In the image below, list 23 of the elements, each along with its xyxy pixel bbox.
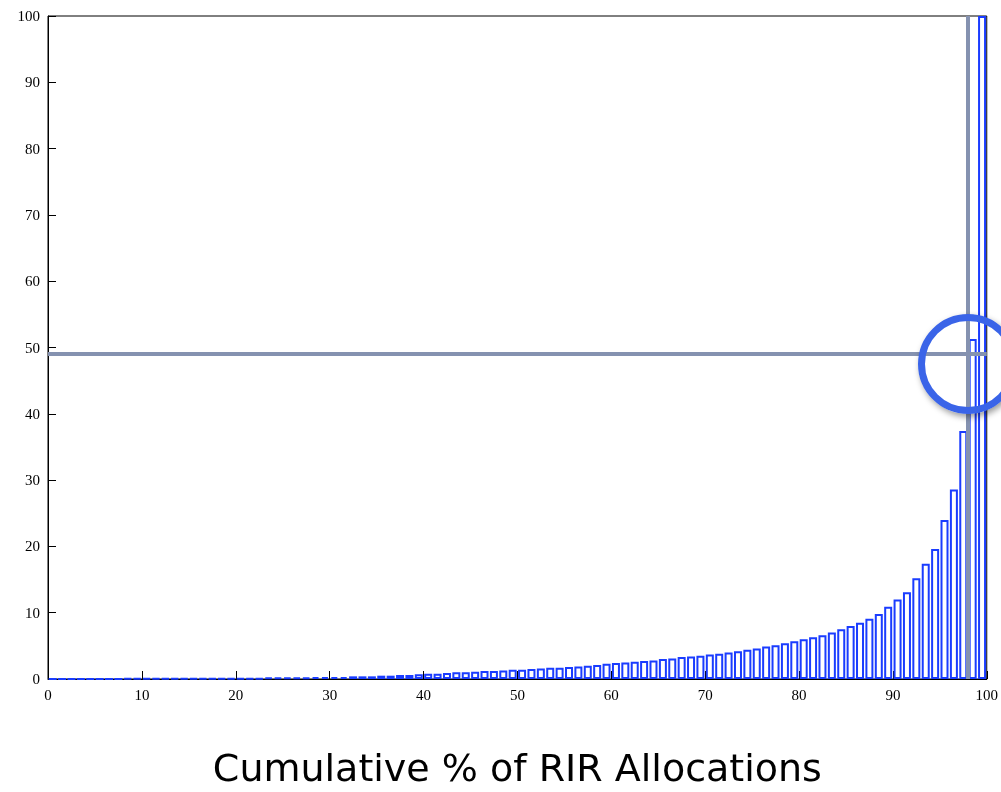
x-tick-label: 90 — [885, 686, 901, 703]
y-tick-label: 0 — [32, 671, 40, 687]
y-tick-label: 20 — [25, 538, 40, 555]
x-tick-label: 10 — [134, 686, 150, 703]
y-tick-label: 50 — [25, 339, 40, 356]
y-tick-label: 30 — [25, 472, 40, 489]
x-tick-label: 100 — [975, 686, 998, 703]
x-tick-label: 60 — [603, 686, 619, 703]
x-axis-title: Cumulative % of RIR Allocations — [212, 746, 822, 790]
y-tick-label: 10 — [25, 604, 40, 621]
y-tick-label: 40 — [25, 405, 40, 422]
y-tick-label: 60 — [25, 273, 40, 290]
x-tick-label: 30 — [322, 686, 338, 703]
y-tick-label: 90 — [25, 74, 40, 91]
y-tick-label: 70 — [25, 206, 40, 223]
x-tick-label: 80 — [791, 686, 807, 703]
x-tick-label: 50 — [509, 686, 525, 703]
x-tick-label: 40 — [416, 686, 431, 703]
x-tick-label: 0 — [44, 686, 52, 703]
y-tick-label: 100 — [17, 8, 40, 24]
x-tick-label: 20 — [228, 686, 244, 703]
y-tick-label: 80 — [25, 140, 40, 157]
x-tick-label: 70 — [697, 686, 713, 703]
